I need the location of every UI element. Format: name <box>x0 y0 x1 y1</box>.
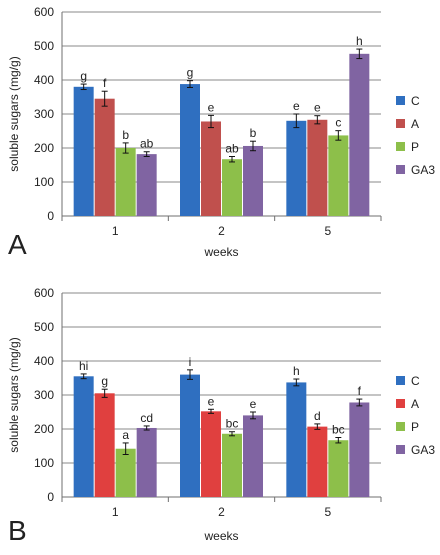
legend-label-p: P <box>411 140 419 154</box>
panel-label: A <box>8 229 27 260</box>
bar-p-week-1 <box>115 448 136 497</box>
bar-p-week-5 <box>328 135 349 216</box>
legend-swatch-a <box>396 399 405 408</box>
legend-swatch-a <box>396 119 405 128</box>
x-axis-title: weeks <box>203 245 238 259</box>
y-axis-title: soluble sugars (mg/g) <box>7 337 21 452</box>
bar-c-week-1 <box>73 86 94 216</box>
y-tick-label: 500 <box>34 320 54 334</box>
x-tick-label: 2 <box>218 505 225 519</box>
bar-p-week-2 <box>222 433 242 497</box>
bar-ga3-week-1 <box>136 154 157 216</box>
significance-label: c <box>335 116 341 130</box>
bar-a-week-2 <box>201 121 221 216</box>
y-tick-label: 400 <box>34 354 54 368</box>
significance-label: a <box>122 428 129 442</box>
significance-label: e <box>314 101 321 115</box>
significance-label: ab <box>225 142 239 156</box>
significance-label: bc <box>226 417 239 431</box>
legend-swatch-p <box>396 142 405 151</box>
significance-label: g <box>80 69 87 83</box>
y-tick-label: 600 <box>34 5 54 19</box>
significance-label: d <box>314 409 321 423</box>
significance-label: ab <box>140 137 154 151</box>
y-tick-label: 600 <box>34 286 54 300</box>
significance-label: f <box>103 76 107 90</box>
significance-label: g <box>187 66 194 80</box>
bar-p-week-1 <box>115 148 136 216</box>
legend-label-a: A <box>411 117 419 131</box>
bar-c-week-2 <box>180 374 200 497</box>
significance-label: b <box>250 126 257 140</box>
bar-p-week-5 <box>328 440 349 497</box>
y-tick-label: 300 <box>34 107 54 121</box>
bar-ga3-week-5 <box>349 53 370 216</box>
bar-a-week-5 <box>307 119 328 216</box>
bar-a-week-5 <box>307 426 328 497</box>
y-tick-label: 100 <box>34 456 54 470</box>
bar-ga3-week-5 <box>349 402 370 497</box>
significance-label: e <box>208 100 215 114</box>
significance-label: i <box>189 355 192 369</box>
significance-label: hi <box>79 359 88 373</box>
legend-swatch-c <box>396 376 405 385</box>
bar-ga3-week-2 <box>243 145 263 216</box>
bar-c-week-1 <box>73 376 94 497</box>
legend-label-c: C <box>411 374 420 388</box>
significance-label: b <box>122 128 129 142</box>
legend-label-ga3: GA3 <box>411 163 435 177</box>
significance-label: e <box>208 394 215 408</box>
x-tick-label: 1 <box>112 224 119 238</box>
legend-label-p: P <box>411 420 419 434</box>
significance-label: h <box>356 34 363 48</box>
bar-p-week-2 <box>222 159 242 216</box>
y-tick-label: 0 <box>47 209 54 223</box>
legend-swatch-p <box>396 422 405 431</box>
x-tick-label: 2 <box>218 224 225 238</box>
y-axis-title: soluble sugars (mg/g) <box>7 56 21 171</box>
y-tick-label: 400 <box>34 73 54 87</box>
y-tick-label: 200 <box>34 422 54 436</box>
bar-c-week-5 <box>286 382 307 497</box>
bar-a-week-1 <box>94 393 115 497</box>
legend-label-ga3: GA3 <box>411 443 435 457</box>
significance-label: cd <box>140 411 153 425</box>
bar-ga3-week-2 <box>243 415 263 497</box>
y-tick-label: 200 <box>34 141 54 155</box>
significance-label: h <box>293 364 300 378</box>
bar-c-week-5 <box>286 120 307 216</box>
panel-label: B <box>8 515 27 546</box>
legend-label-c: C <box>411 94 420 108</box>
significance-label: f <box>358 384 362 398</box>
y-tick-label: 0 <box>47 490 54 504</box>
legend-label-a: A <box>411 397 419 411</box>
significance-label: bc <box>332 423 345 437</box>
bar-a-week-2 <box>201 411 221 497</box>
significance-label: e <box>293 99 300 113</box>
x-axis-title: weeks <box>203 529 238 543</box>
x-tick-label: 1 <box>112 505 119 519</box>
y-tick-label: 100 <box>34 175 54 189</box>
x-tick-label: 5 <box>324 505 331 519</box>
legend-swatch-c <box>396 96 405 105</box>
y-tick-label: 300 <box>34 388 54 402</box>
bar-c-week-2 <box>180 84 200 216</box>
bar-ga3-week-1 <box>136 427 157 497</box>
legend-swatch-ga3 <box>396 165 405 174</box>
legend-swatch-ga3 <box>396 445 405 454</box>
significance-label: e <box>250 397 257 411</box>
y-tick-label: 500 <box>34 39 54 53</box>
x-tick-label: 5 <box>324 224 331 238</box>
significance-label: g <box>101 374 108 388</box>
bar-a-week-1 <box>94 98 115 216</box>
